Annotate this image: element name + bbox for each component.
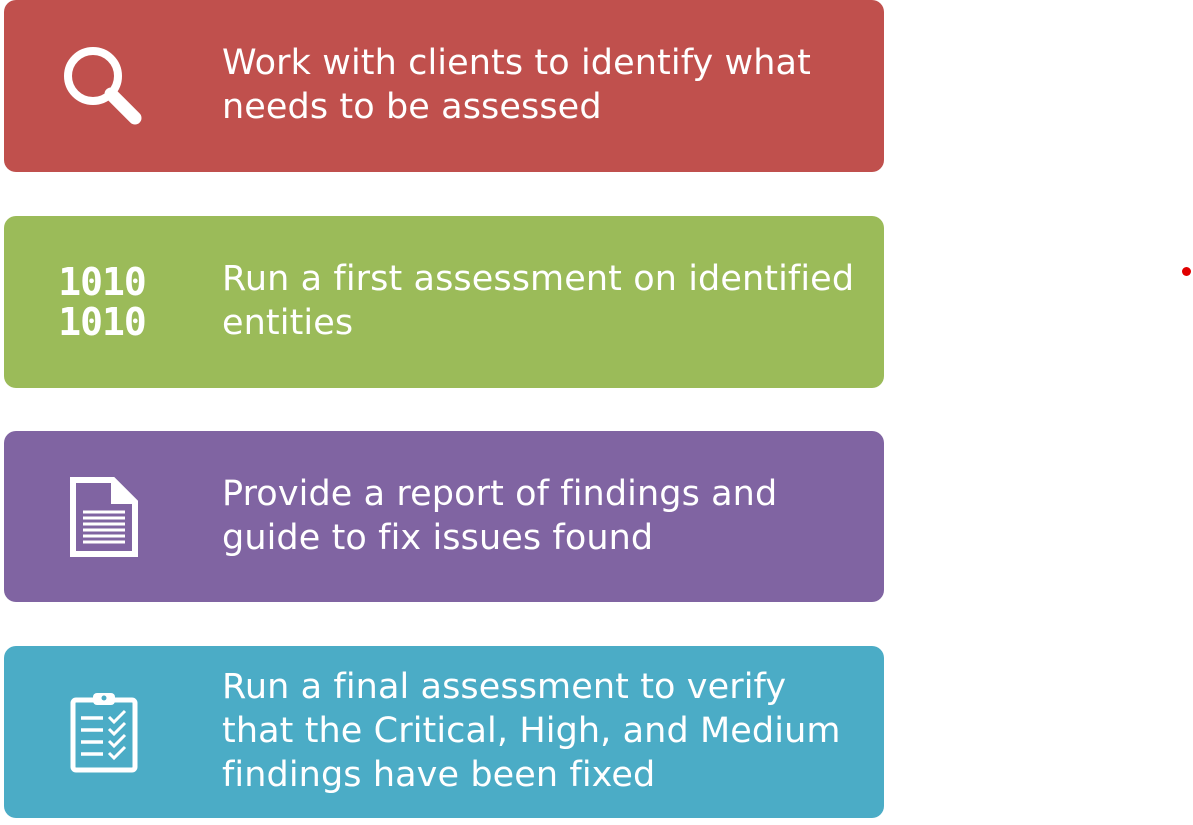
binary-code-icon: 1010 1010 bbox=[4, 216, 204, 388]
red-marker-dot bbox=[1182, 267, 1191, 276]
step-box-first-assessment: 1010 1010 Run a first assessment on iden… bbox=[4, 216, 884, 388]
step-label: Run a first assessment on identified ent… bbox=[222, 259, 855, 343]
step-text: Work with clients to identify what needs… bbox=[222, 0, 864, 172]
binary-code-glyphs: 1010 1010 bbox=[58, 260, 147, 344]
step-box-final-assessment: Run a final assessment to verify that th… bbox=[4, 646, 884, 818]
step-label: Run a final assessment to verify that th… bbox=[222, 667, 841, 795]
step-label: Provide a report of findings and guide t… bbox=[222, 473, 778, 558]
step-box-report: Provide a report of findings and guide t… bbox=[4, 431, 884, 602]
step-text: Provide a report of findings and guide t… bbox=[222, 431, 864, 602]
step-text: Run a final assessment to verify that th… bbox=[222, 646, 864, 818]
document-icon bbox=[4, 431, 204, 602]
clipboard-checklist-icon bbox=[4, 646, 204, 818]
step-box-identify: Work with clients to identify what needs… bbox=[4, 0, 884, 172]
magnifier-icon bbox=[4, 0, 204, 172]
step-text: Run a first assessment on identified ent… bbox=[222, 216, 864, 388]
step-label: Work with clients to identify what needs… bbox=[222, 43, 811, 127]
